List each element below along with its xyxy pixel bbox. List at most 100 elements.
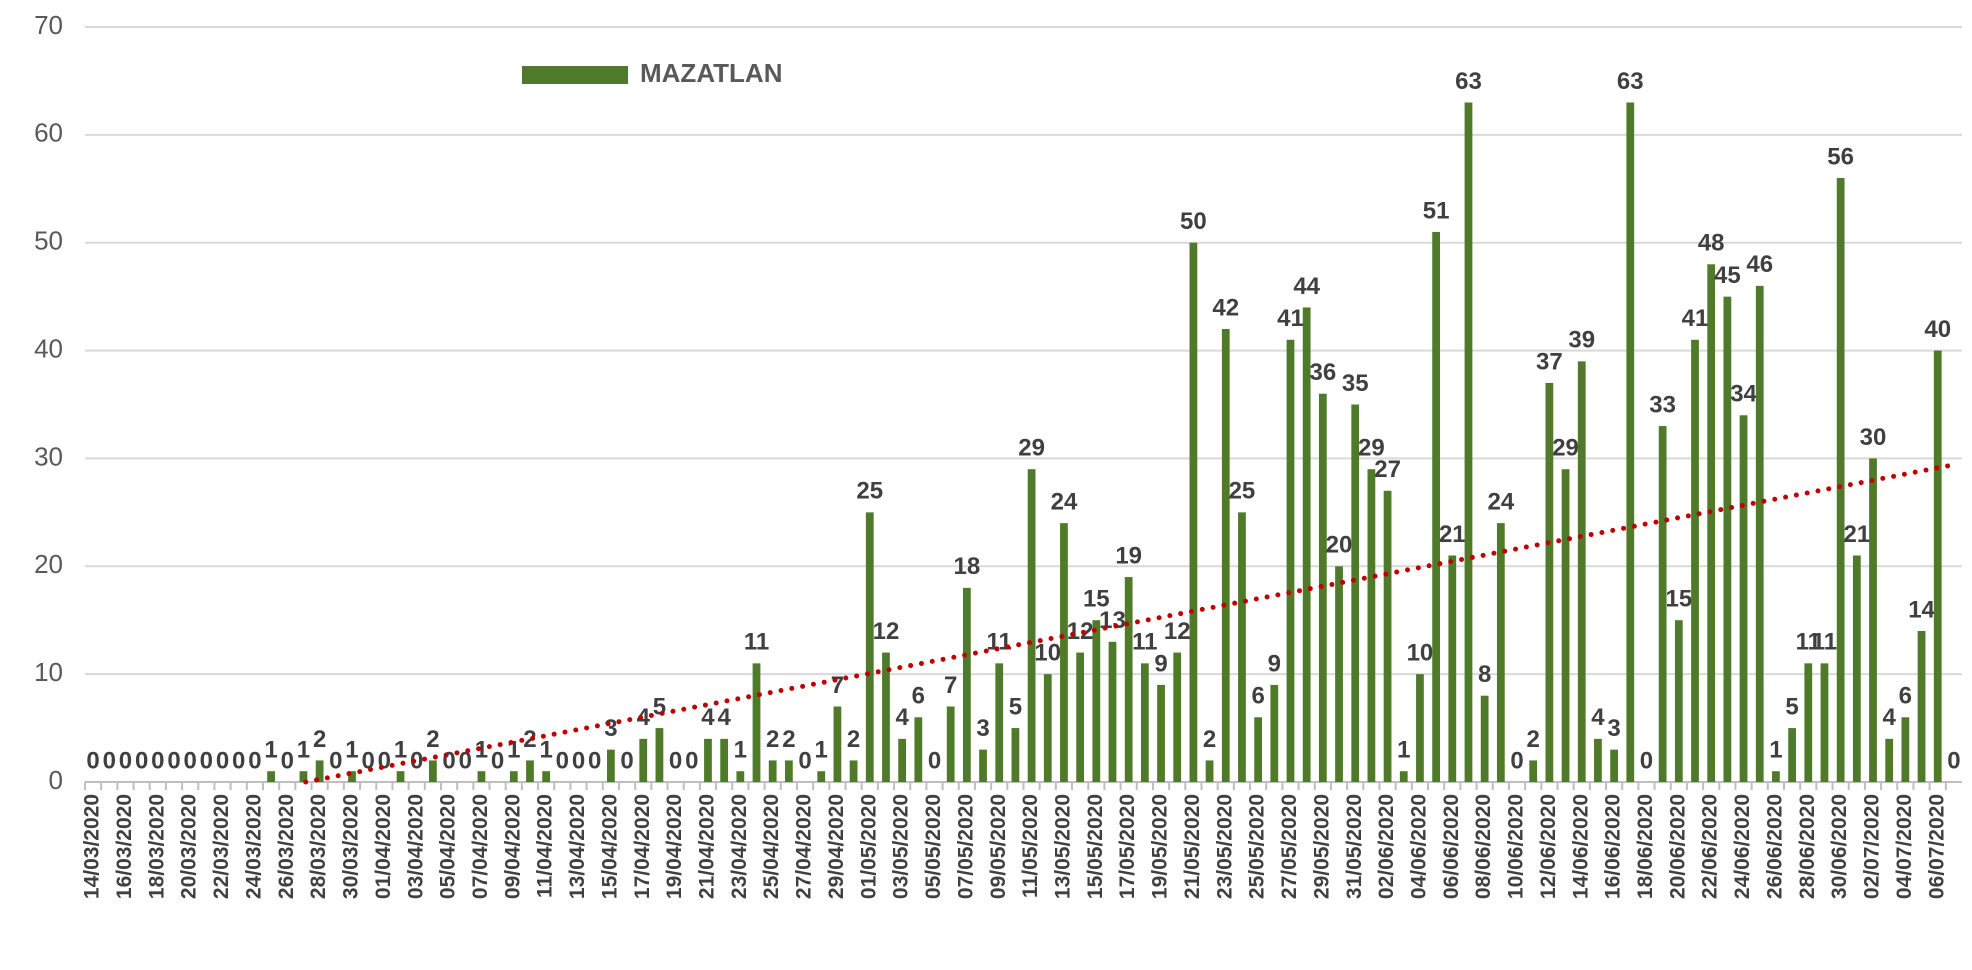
x-tick-label: 19/05/2020 xyxy=(1149,794,1172,899)
value-label: 4 xyxy=(717,704,731,731)
x-tick-label: 22/06/2020 xyxy=(1699,794,1722,899)
bar xyxy=(817,771,826,782)
bar xyxy=(865,512,874,782)
value-label: 1 xyxy=(1769,737,1782,764)
value-label: 2 xyxy=(1203,726,1216,753)
x-tick-label: 20/06/2020 xyxy=(1666,794,1689,899)
bar xyxy=(1836,178,1845,782)
bar xyxy=(1302,307,1311,782)
value-label: 10 xyxy=(1034,639,1061,666)
bar xyxy=(1529,760,1538,782)
x-tick-label: 04/07/2020 xyxy=(1893,794,1916,899)
value-label: 33 xyxy=(1649,391,1676,418)
value-label: 0 xyxy=(183,747,196,774)
value-label: 0 xyxy=(135,747,148,774)
value-label: 0 xyxy=(410,747,423,774)
value-label: 48 xyxy=(1698,230,1725,257)
bar xyxy=(396,771,405,782)
bar xyxy=(1626,102,1635,782)
bar xyxy=(1399,771,1408,782)
value-label: 0 xyxy=(281,747,294,774)
x-tick-label: 28/06/2020 xyxy=(1796,794,1819,899)
value-label: 2 xyxy=(523,726,536,753)
bar xyxy=(1092,620,1101,782)
x-tick-label: 17/04/2020 xyxy=(631,794,654,899)
bar xyxy=(1917,631,1926,782)
value-label: 19 xyxy=(1115,542,1142,569)
value-label: 2 xyxy=(766,726,779,753)
value-label: 0 xyxy=(556,747,569,774)
x-tick-label: 19/04/2020 xyxy=(663,794,686,899)
value-label: 27 xyxy=(1374,456,1401,483)
x-tick-label: 26/06/2020 xyxy=(1763,794,1786,899)
x-tick-label: 31/05/2020 xyxy=(1343,794,1366,899)
value-label: 0 xyxy=(103,747,116,774)
value-label: 2 xyxy=(313,726,326,753)
value-label: 3 xyxy=(1607,715,1620,742)
x-tick-label: 04/06/2020 xyxy=(1407,794,1430,899)
bar xyxy=(995,663,1004,782)
x-tick-label: 02/06/2020 xyxy=(1375,794,1398,899)
bar xyxy=(1901,717,1910,782)
value-label: 0 xyxy=(167,747,180,774)
bar xyxy=(1820,663,1829,782)
bar xyxy=(1933,350,1942,782)
value-label: 12 xyxy=(1067,618,1094,645)
bar xyxy=(1076,652,1085,782)
value-label: 5 xyxy=(1785,693,1798,720)
value-label: 1 xyxy=(507,737,520,764)
value-label: 41 xyxy=(1277,305,1304,332)
value-label: 13 xyxy=(1099,607,1126,634)
y-tick-label: 20 xyxy=(34,549,63,579)
value-label: 11 xyxy=(987,629,1012,656)
value-label: 6 xyxy=(1251,683,1264,710)
x-tick-label: 28/03/2020 xyxy=(307,794,330,899)
x-tick-label: 25/04/2020 xyxy=(760,794,783,899)
bar xyxy=(1707,264,1716,782)
value-label: 14 xyxy=(1908,596,1935,623)
value-label: 3 xyxy=(976,715,989,742)
bar xyxy=(1108,641,1117,782)
x-tick-label: 06/07/2020 xyxy=(1925,794,1948,899)
bar xyxy=(1416,674,1424,782)
value-label: 0 xyxy=(1640,747,1653,774)
value-label: 20 xyxy=(1326,532,1353,559)
value-label: 0 xyxy=(119,747,132,774)
bar xyxy=(1335,566,1343,782)
x-tick-label: 01/05/2020 xyxy=(857,794,880,899)
x-tick-label: 18/03/2020 xyxy=(145,794,168,899)
value-label: 0 xyxy=(232,747,245,774)
bar xyxy=(1788,728,1796,782)
value-label: 1 xyxy=(815,737,828,764)
value-label: 41 xyxy=(1682,305,1709,332)
x-tick-label: 21/05/2020 xyxy=(1181,794,1204,899)
bar xyxy=(979,749,987,782)
bar xyxy=(1610,749,1618,782)
bar xyxy=(1804,663,1813,782)
value-label: 0 xyxy=(248,747,261,774)
bar xyxy=(914,717,923,782)
value-label: 0 xyxy=(798,747,811,774)
x-tick-label: 05/05/2020 xyxy=(922,794,945,899)
value-label: 4 xyxy=(637,704,651,731)
bar xyxy=(1060,523,1068,782)
value-label: 4 xyxy=(1883,704,1897,731)
y-tick-label: 30 xyxy=(34,441,63,471)
value-label: 15 xyxy=(1665,586,1692,613)
value-label: 63 xyxy=(1455,68,1482,95)
value-label: 9 xyxy=(1154,650,1167,677)
value-label: 0 xyxy=(329,747,342,774)
value-label: 1 xyxy=(345,737,358,764)
bar xyxy=(655,728,664,782)
value-label: 24 xyxy=(1487,488,1514,515)
value-label: 2 xyxy=(426,726,439,753)
bar xyxy=(1189,242,1198,782)
value-label: 6 xyxy=(912,683,925,710)
value-label: 0 xyxy=(572,747,585,774)
bar xyxy=(1011,728,1020,782)
bar xyxy=(1124,577,1133,782)
x-tick-label: 07/04/2020 xyxy=(469,794,492,899)
value-label: 37 xyxy=(1536,348,1563,375)
x-tick-label: 26/03/2020 xyxy=(275,794,298,899)
value-label: 24 xyxy=(1051,488,1078,515)
